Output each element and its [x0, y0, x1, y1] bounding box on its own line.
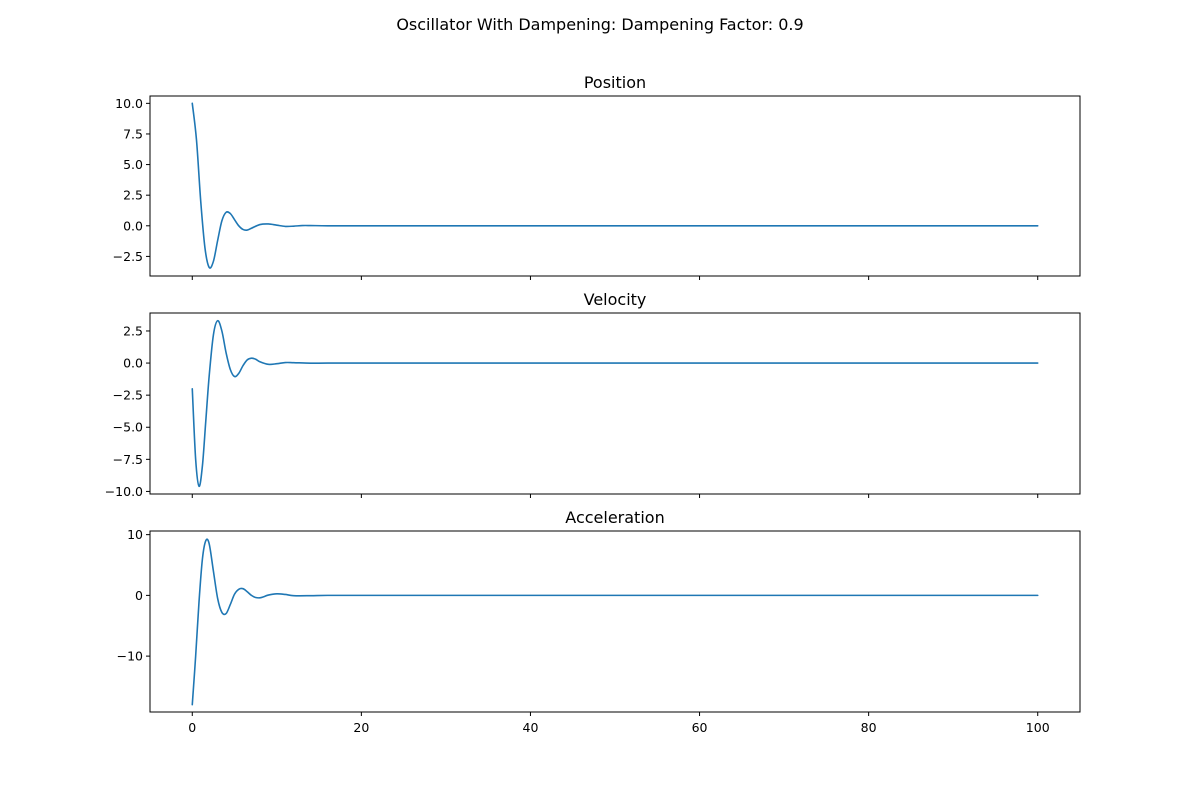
acceleration-xtick-label: 60: [692, 720, 708, 735]
velocity-line: [191, 319, 1039, 488]
velocity-panel: Velocity 2.5 0.0 −2.5 −5.0 −7.5 −10.0: [105, 290, 1081, 499]
velocity-ytick-label: −10.0: [105, 484, 143, 499]
acceleration-xtick-label: 80: [861, 720, 877, 735]
position-ytick-label: −2.5: [113, 249, 143, 264]
figure-title: Oscillator With Dampening: Dampening Fac…: [396, 15, 803, 34]
acceleration-ytick-label: −10: [117, 649, 143, 664]
position-title: Position: [584, 73, 646, 92]
position-ytick-label: 2.5: [123, 188, 143, 203]
acceleration-ytick-label: 10: [127, 527, 143, 542]
velocity-ytick-label: −7.5: [113, 452, 143, 467]
acceleration-ytick-label: 0: [135, 588, 143, 603]
position-line: [191, 102, 1039, 269]
acceleration-axes-frame: [149, 530, 1081, 713]
acceleration-xtick-label: 100: [1026, 720, 1050, 735]
acceleration-xtick-label: 40: [523, 720, 539, 735]
velocity-ytick-label: −5.0: [113, 420, 143, 435]
acceleration-title: Acceleration: [565, 508, 664, 527]
acceleration-xtick-label: 0: [188, 720, 196, 735]
position-ytick-label: 7.5: [123, 126, 143, 141]
velocity-title: Velocity: [584, 290, 647, 309]
subplots: Position 10.0 7.5 5.0 2.5 0.0 −2.5 Velocity 2.5 0…: [105, 73, 1081, 735]
velocity-axes-frame: [149, 312, 1081, 495]
acceleration-line: [191, 538, 1039, 706]
velocity-ytick-label: −2.5: [113, 388, 143, 403]
position-ytick-label: 0.0: [123, 218, 143, 233]
position-panel: Position 10.0 7.5 5.0 2.5 0.0 −2.5: [113, 73, 1081, 280]
acceleration-xtick-label: 20: [353, 720, 369, 735]
velocity-ytick-label: 0.0: [123, 356, 143, 371]
velocity-ytick-label: 2.5: [123, 323, 143, 338]
position-ytick-label: 5.0: [123, 157, 143, 172]
position-ytick-label: 10.0: [115, 96, 143, 111]
position-axes-frame: [149, 95, 1081, 277]
